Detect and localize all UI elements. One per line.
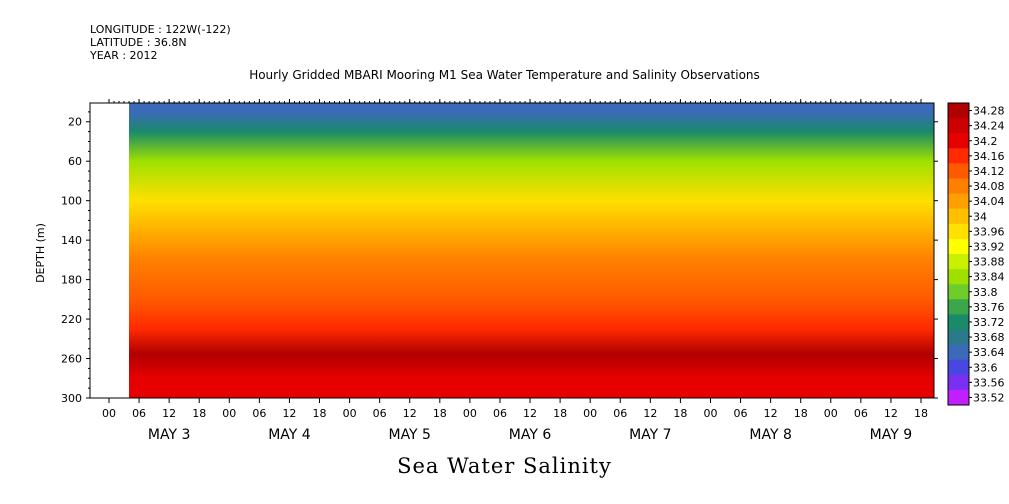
y-tick-label: 140 [61,234,82,247]
colorbar-swatch [948,299,969,315]
colorbar-label: 33.72 [973,316,1005,329]
colorbar-swatch [948,148,969,164]
colorbar-swatch [948,269,969,285]
colorbar-label: 34 [973,210,987,223]
colorbar-label: 34.16 [973,150,1005,163]
colorbar-swatch [948,254,969,270]
colorbar-swatch [948,329,969,346]
y-tick-label: 180 [61,274,82,287]
variable-title: Sea Water Salinity [397,454,612,478]
x-tick-label: 06 [854,407,868,420]
x-day-label: MAY 4 [268,427,311,443]
colorbar-label: 34.2 [973,135,998,148]
x-tick-label: 18 [192,407,206,420]
x-tick-label: 06 [734,407,748,420]
y-axis-label: DEPTH (m) [34,223,47,283]
colorbar-swatch [948,284,969,300]
x-tick-label: 18 [553,407,567,420]
x-day-label: MAY 7 [629,427,671,443]
colorbar-swatch [948,374,969,391]
y-tick-label: 100 [61,195,82,208]
colorbar-swatch [948,208,969,225]
x-tick-label: 00 [824,407,838,420]
x-tick-label: 18 [673,407,687,420]
colorbar-label: 34.04 [973,195,1005,208]
colorbar-label: 34.28 [973,105,1005,118]
y-tick-label: 300 [61,392,82,405]
colorbar-label: 34.12 [973,165,1005,178]
x-tick-label: 18 [794,407,808,420]
x-tick-label: 06 [252,407,266,420]
colorbar-swatch [948,314,969,330]
colorbar-label: 33.76 [973,301,1005,314]
salinity-field [129,103,934,398]
chart-title: Hourly Gridded MBARI Mooring M1 Sea Wate… [249,68,760,82]
x-tick-label: 06 [373,407,387,420]
x-tick-label: 00 [343,407,357,420]
colorbar-label: 33.68 [973,331,1005,344]
latitude-label: LATITUDE : 36.8N [90,36,187,49]
colorbar-swatch [948,223,969,240]
x-tick-label: 00 [102,407,116,420]
colorbar-label: 33.56 [973,376,1005,389]
colorbar-label: 33.88 [973,256,1005,269]
colorbar-label: 33.6 [973,361,998,374]
colorbar-label: 34.24 [973,120,1005,133]
colorbar-label: 33.96 [973,225,1005,238]
colorbar-swatch [948,344,969,361]
x-tick-label: 12 [523,407,537,420]
longitude-label: LONGITUDE : 122W(-122) [90,23,231,36]
x-day-label: MAY 3 [148,427,190,443]
colorbar-swatch [948,389,969,406]
colorbar-swatch [948,118,969,134]
x-tick-label: 18 [433,407,447,420]
x-day-label: MAY 8 [749,427,791,443]
colorbar-label: 34.08 [973,180,1005,193]
colorbar-frame [947,102,970,406]
x-tick-label: 06 [493,407,507,420]
year-label: YEAR : 2012 [90,49,158,62]
colorbar-label: 33.92 [973,240,1005,253]
colorbar-label: 33.84 [973,271,1005,284]
y-tick-label: 260 [61,353,82,366]
colorbar-swatch [948,193,969,210]
y-tick-label: 220 [61,313,82,326]
y-tick-label: 60 [68,155,82,168]
x-tick-label: 12 [403,407,417,420]
x-day-label: MAY 6 [509,427,552,443]
colorbar-label: 33.52 [973,391,1005,404]
y-tick-label: 20 [68,116,82,129]
x-tick-label: 12 [162,407,176,420]
colorbar-swatch [948,178,969,195]
x-tick-label: 12 [764,407,778,420]
x-tick-label: 06 [132,407,146,420]
colorbar-label: 33.64 [973,346,1005,359]
x-tick-label: 12 [643,407,657,420]
x-tick-label: 18 [914,407,928,420]
x-day-label: MAY 9 [870,427,912,443]
plot-area [90,103,934,398]
axes: 20 60 100 140 180 220 260 300 00 06 12 18 00 06 12 18 00… [61,99,938,443]
colorbar-label: 33.8 [973,286,998,299]
colorbar-swatch [948,359,969,376]
x-tick-label: 12 [884,407,898,420]
x-tick-label: 18 [313,407,327,420]
x-tick-label: 00 [583,407,597,420]
colorbar: 34.28 34.24 34.2 34.16 34.12 34.08 34.04 34 33.9… [947,102,1005,406]
colorbar-swatch [948,163,969,179]
colorbar-swatch [948,103,969,119]
x-day-label: MAY 5 [388,427,430,443]
x-tick-label: 00 [703,407,717,420]
x-tick-label: 06 [613,407,627,420]
colorbar-swatch [948,133,969,149]
x-tick-label: 12 [282,407,296,420]
x-tick-label: 00 [222,407,236,420]
x-tick-label: 00 [463,407,477,420]
colorbar-swatch [948,238,969,255]
